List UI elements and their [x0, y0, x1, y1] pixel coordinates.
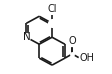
Text: Cl: Cl [47, 4, 57, 14]
Text: OH: OH [79, 53, 94, 63]
Text: O: O [68, 36, 76, 46]
Text: N: N [23, 32, 30, 42]
